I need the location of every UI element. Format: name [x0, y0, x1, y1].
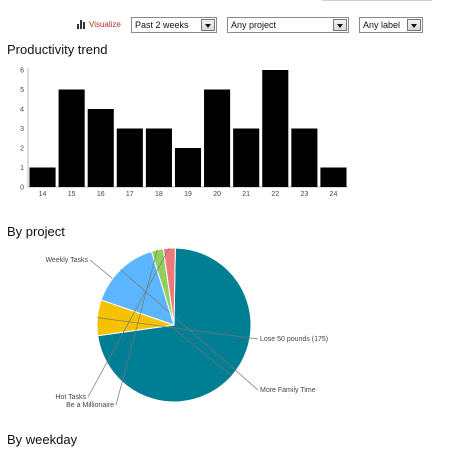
chevron-down-icon[interactable]	[407, 19, 421, 31]
y-tick-label: 5	[20, 87, 24, 94]
top-divider	[322, 0, 432, 1]
x-tick-label: 22	[271, 191, 279, 198]
x-tick-label: 14	[39, 191, 47, 198]
y-tick-label: 1	[20, 165, 24, 172]
by-project-chart: Weekly Tasks Lose 50 pounds (175) More Fam…	[45, 247, 328, 409]
x-tick-label: 16	[97, 191, 105, 198]
x-tick-label: 20	[213, 191, 221, 198]
pie-slice-more-family-time	[100, 250, 175, 326]
bar-16	[87, 109, 114, 187]
x-tick-label: 21	[242, 191, 250, 198]
x-tick-label: 24	[330, 191, 338, 198]
bar-24	[320, 167, 347, 187]
bar-chart-icon	[77, 20, 86, 29]
toolbar: Visualize Past 2 weeks Any project Any l…	[0, 16, 459, 36]
chevron-down-icon[interactable]	[333, 19, 347, 31]
bar-19	[174, 148, 202, 187]
x-tick-label: 17	[126, 191, 134, 198]
period-select[interactable]: Past 2 weeks	[131, 17, 217, 33]
bar-17	[116, 128, 143, 187]
bar-18	[145, 128, 172, 187]
pie-label-lose-50-pounds-175: Lose 50 pounds (175)	[260, 336, 328, 343]
by-weekday-title: By weekday	[7, 432, 78, 447]
y-tick-label: 0	[20, 185, 24, 192]
bar-23	[291, 128, 318, 187]
y-tick-label: 2	[20, 146, 24, 153]
y-tick-label: 4	[20, 107, 24, 114]
label-select[interactable]: Any label	[359, 17, 423, 33]
project-select-value: Any project	[231, 20, 277, 30]
pie-label-weekly-tasks: Weekly Tasks	[45, 257, 88, 264]
leader-line	[120, 269, 259, 391]
x-tick-label: 18	[155, 191, 163, 198]
pie-label-more-family-time: More Family Time	[260, 387, 316, 394]
chevron-down-icon[interactable]	[201, 19, 215, 31]
leader-line	[115, 249, 158, 406]
productivity-trend-title: Productivity trend	[7, 42, 108, 57]
leader-line	[97, 317, 259, 340]
pie-slice-hot-tasks	[162, 247, 176, 326]
project-select[interactable]: Any project	[227, 17, 349, 33]
pie-label-be-a-millionaire: Be a Millionaire	[66, 402, 114, 409]
leader-line	[87, 247, 170, 398]
label-select-value: Any label	[363, 20, 401, 30]
period-select-value: Past 2 weeks	[135, 20, 189, 30]
bar-22	[262, 70, 289, 187]
x-tick-label: 15	[68, 191, 76, 198]
bar-21	[233, 128, 260, 187]
y-tick-label: 3	[20, 126, 24, 133]
bar-15	[58, 89, 85, 187]
x-tick-label: 19	[184, 191, 192, 198]
x-tick-label: 23	[300, 191, 308, 198]
bar-20	[204, 89, 231, 187]
y-tick-label: 6	[20, 68, 24, 75]
visualize-link[interactable]: Visualize	[77, 20, 121, 29]
pie-label-hot-tasks: Hot Tasks	[55, 394, 86, 401]
visualize-label: Visualize	[89, 20, 121, 29]
bar-14	[29, 167, 56, 187]
by-project-title: By project	[7, 224, 65, 239]
